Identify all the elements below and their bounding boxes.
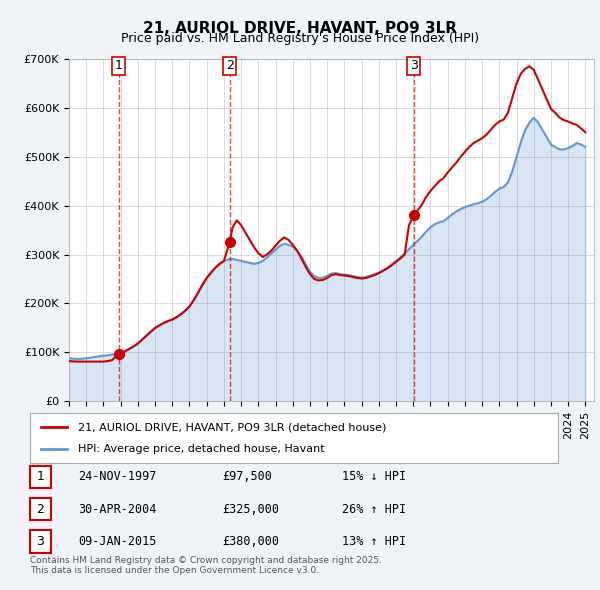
Text: 30-APR-2004: 30-APR-2004 bbox=[78, 503, 157, 516]
Text: 13% ↑ HPI: 13% ↑ HPI bbox=[342, 535, 406, 548]
Text: HPI: Average price, detached house, Havant: HPI: Average price, detached house, Hava… bbox=[77, 444, 324, 454]
Text: £325,000: £325,000 bbox=[222, 503, 279, 516]
Text: 3: 3 bbox=[410, 59, 418, 72]
Text: £97,500: £97,500 bbox=[222, 470, 272, 483]
Text: 3: 3 bbox=[37, 535, 44, 548]
Text: 21, AURIOL DRIVE, HAVANT, PO9 3LR: 21, AURIOL DRIVE, HAVANT, PO9 3LR bbox=[143, 21, 457, 35]
Text: 2: 2 bbox=[37, 503, 44, 516]
Text: 1: 1 bbox=[37, 470, 44, 483]
Text: 15% ↓ HPI: 15% ↓ HPI bbox=[342, 470, 406, 483]
Text: Price paid vs. HM Land Registry's House Price Index (HPI): Price paid vs. HM Land Registry's House … bbox=[121, 32, 479, 45]
Text: 1: 1 bbox=[115, 59, 123, 72]
Text: 09-JAN-2015: 09-JAN-2015 bbox=[78, 535, 157, 548]
Text: 21, AURIOL DRIVE, HAVANT, PO9 3LR (detached house): 21, AURIOL DRIVE, HAVANT, PO9 3LR (detac… bbox=[77, 422, 386, 432]
Text: Contains HM Land Registry data © Crown copyright and database right 2025.
This d: Contains HM Land Registry data © Crown c… bbox=[30, 556, 382, 575]
Text: 2: 2 bbox=[226, 59, 233, 72]
Text: £380,000: £380,000 bbox=[222, 535, 279, 548]
Text: 24-NOV-1997: 24-NOV-1997 bbox=[78, 470, 157, 483]
Text: 26% ↑ HPI: 26% ↑ HPI bbox=[342, 503, 406, 516]
